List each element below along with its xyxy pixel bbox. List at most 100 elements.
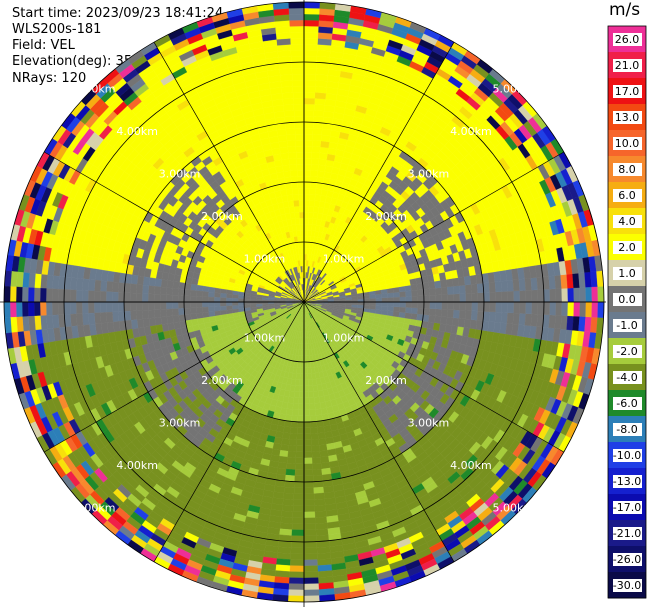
ppi-gate [283,170,291,178]
ppi-gate [81,301,89,314]
ppi-gate [314,98,326,106]
ppi-gate [303,433,312,441]
ppi-gate [315,68,329,76]
ppi-gate [160,309,167,318]
ppi-gate [15,286,23,303]
ppi-gate [178,308,185,316]
ppi-gate [495,291,503,303]
ppi-gate [303,487,315,495]
ppi-gate [112,311,120,323]
ppi-gate [285,128,296,136]
ppi-gate [283,426,291,434]
ppi-gate [303,121,314,129]
ppi-gate [317,552,332,560]
ppi-gate [88,279,96,292]
ppi-gate [311,445,320,452]
ppi-gate [303,25,319,33]
ppi-gate [312,140,322,148]
ppi-gate [160,316,168,325]
ppi-gate [82,278,90,291]
ppi-gate [290,421,298,428]
ppi-gate [296,433,305,441]
ppi-gate [417,295,425,303]
ppi-gate [292,85,305,93]
ppi-gate [106,311,114,323]
ppi-gate [313,486,325,494]
ppi-gate [417,289,424,297]
ppi-gate [303,445,313,453]
ppi-gate [293,397,300,405]
ppi-gate [289,433,298,440]
ppi-gate [289,31,305,39]
ppi-gate [513,290,521,303]
ppi-gate [285,468,296,476]
ppi-gate [293,391,300,399]
ppi-gate [357,298,365,303]
ppi-gate [289,565,305,573]
ppi-gate [286,456,296,464]
ppi-gate [293,199,300,207]
ppi-gate [295,463,305,471]
ppi-gate [303,223,309,231]
ppi-gate [21,287,29,303]
ppi-gate [57,288,65,303]
ppi-gate [494,281,502,293]
ppi-gate [301,247,305,255]
ppi-gate [276,44,291,52]
ppi-gate [477,292,485,303]
ppi-gate [219,305,227,311]
elevation-label: Elevation(deg): 35.30 [12,54,153,69]
ppi-gate [303,583,320,591]
ppi-gate [303,355,308,363]
ppi-gate [307,379,313,387]
ppi-gate [312,468,323,476]
ppi-gate [291,182,299,189]
ppi-gate [399,296,407,303]
ppi-gate [303,67,317,75]
ppi-gate [287,146,297,153]
ppi-gate [303,415,311,423]
ppi-gate [292,517,305,525]
ppi-gate [166,315,174,324]
ppi-gate [243,301,251,306]
ppi-gate [303,535,317,543]
ppi-gate [303,169,312,177]
ppi-gate [303,595,320,603]
ppi-gate [255,296,263,300]
ppi-gate [183,301,191,309]
ppi-gate [393,296,401,303]
ppi-gate [166,280,174,289]
ppi-gate [290,49,305,57]
ppi-gate [201,291,209,298]
ppi-gate [82,313,90,326]
ppi-gate [288,390,295,398]
ppi-gate [298,403,305,411]
ppi-gate [307,223,313,231]
ppi-gate [298,391,305,399]
ppi-gate [318,152,328,160]
ppi-gate [45,301,53,316]
ppi-gate [142,284,150,294]
ppi-gate [289,384,296,392]
ppi-gate [123,292,131,303]
ppi-gate [294,127,305,135]
ppi-gate [303,73,317,81]
ppi-gate [428,281,436,289]
ppi-gate [303,397,310,405]
ppi-gate [293,487,305,495]
ppi-gate [294,115,305,123]
ppi-gate [447,286,454,295]
ppi-gate [555,288,563,303]
ppi-gate [312,462,322,470]
ppi-gate [303,193,310,201]
ppi-gate [303,241,308,249]
ppi-gate [190,313,198,320]
ppi-gate [309,193,316,201]
ppi-gate [303,517,316,525]
ppi-gate [303,61,317,69]
ppi-gate [303,163,312,171]
ppi-gate [303,127,314,135]
ppi-gate [488,281,496,293]
ppi-gate [303,7,320,15]
ppi-gate [405,290,413,297]
